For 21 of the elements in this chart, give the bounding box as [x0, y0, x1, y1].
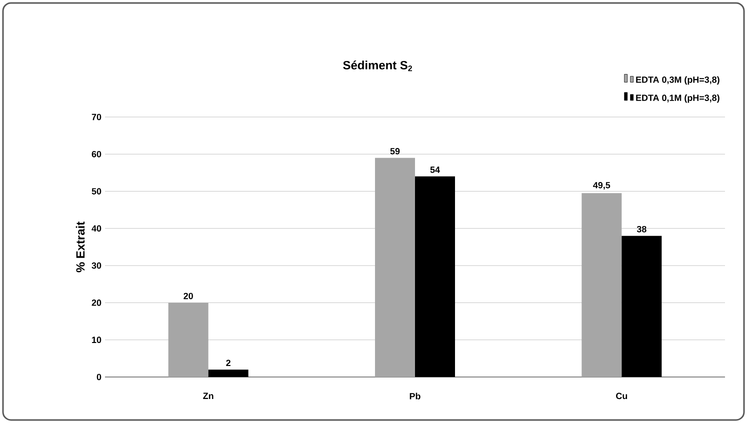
y-tick-label: 10	[92, 336, 102, 344]
chart-title: Sédiment S$_{2}$	[343, 60, 412, 72]
data-label: 54	[430, 166, 440, 173]
y-tick-label: 60	[92, 150, 102, 158]
legend-label: EDTA 0,3M (pH=3,8)	[636, 76, 720, 85]
y-tick-label: 50	[92, 188, 102, 194]
data-label: 20	[184, 292, 193, 300]
y-tick-label: 40	[92, 225, 102, 232]
data-label: 2	[226, 360, 230, 366]
data-label: 59	[390, 148, 400, 154]
x-tick-label: Pb	[410, 392, 420, 400]
data-label: 38	[636, 226, 646, 232]
x-tick-label: Zn	[203, 392, 214, 399]
data-label: 49,5	[593, 182, 610, 190]
y-tick-label: 70	[92, 114, 102, 120]
x-tick-label: Cu	[616, 392, 628, 400]
y-axis-title: % Extrait	[76, 222, 85, 272]
legend-label: EDTA 0,1M (pH=3,8)	[636, 94, 720, 103]
y-tick-label: 0	[96, 374, 102, 380]
y-tick-label: 20	[92, 300, 102, 306]
y-tick-label: 30	[92, 262, 102, 269]
